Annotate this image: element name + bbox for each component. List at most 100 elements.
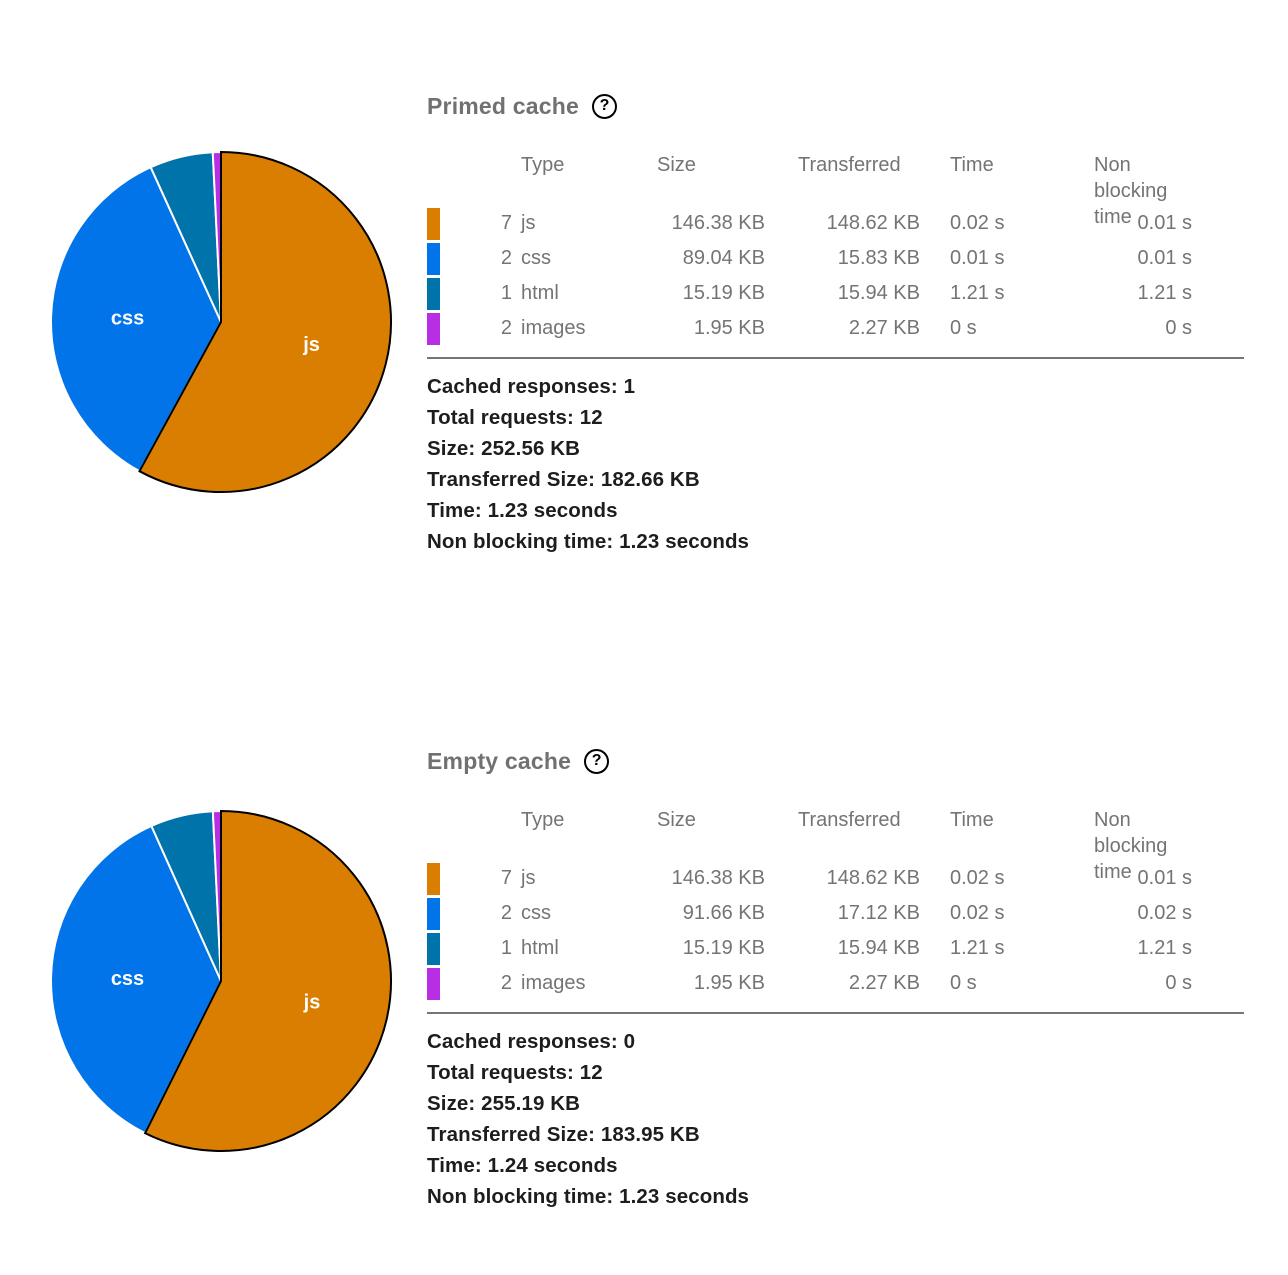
- css-row-swatch-cell: [427, 241, 440, 276]
- request-count: 7: [500, 212, 512, 234]
- summary-line: Total requests: 12: [427, 406, 603, 429]
- images-row-swatch-cell: [427, 311, 440, 346]
- size-value: 146.38 KB: [671, 867, 765, 889]
- js-row-swatch-cell: [427, 206, 440, 241]
- non-blocking-time-value: 0.01 s: [1137, 212, 1192, 234]
- type-label: js: [521, 867, 536, 889]
- type-label: css: [521, 902, 551, 924]
- summary-line: Time: 1.24 seconds: [427, 1154, 618, 1177]
- pie-slice-label: js: [303, 991, 321, 1013]
- divider: [427, 1012, 1244, 1014]
- column-header-non-blocking-time: Non blocking time: [1094, 809, 1168, 883]
- non-blocking-time-value: 0.02 s: [1137, 902, 1192, 924]
- help-icon[interactable]: ?: [591, 93, 617, 119]
- size-value: 15.19 KB: [682, 282, 765, 304]
- empty-cache-section: js css Empty cache ? Type Size Transferre…: [0, 655, 1288, 1275]
- pie-slice-js[interactable]: [143, 809, 392, 1152]
- size-value: 1.95 KB: [693, 972, 765, 994]
- primed-cache-header: Primed cache ?: [427, 91, 617, 121]
- transferred-value: 148.62 KB: [826, 212, 920, 234]
- transferred-value: 148.62 KB: [826, 867, 920, 889]
- transferred-value: 2.27 KB: [848, 972, 920, 994]
- time-value: 0.02 s: [950, 902, 1005, 924]
- summary-line: Cached responses: 0: [427, 1030, 636, 1053]
- requests-by-type-table: Type Size Transferred Time Non blocking …: [427, 149, 1202, 346]
- column-header-swatch: [427, 804, 440, 861]
- css-color-swatch: [427, 898, 440, 930]
- non-blocking-time-value: 1.21 s: [1137, 282, 1192, 304]
- non-blocking-time-value: 0 s: [1165, 317, 1192, 339]
- type-label: images: [521, 972, 586, 994]
- time-value: 0 s: [950, 317, 977, 339]
- images-row-swatch-cell: [427, 966, 440, 1001]
- summary-line: Size: 252.56 KB: [427, 437, 581, 460]
- pie-slice-label: css: [111, 968, 144, 990]
- request-count: 2: [500, 317, 512, 339]
- type-label: html: [521, 937, 559, 959]
- divider: [427, 357, 1244, 359]
- images-color-swatch: [427, 968, 440, 1000]
- css-row-swatch-cell: [427, 896, 440, 931]
- type-label: images: [521, 317, 586, 339]
- request-count: 1: [500, 937, 512, 959]
- summary-line: Total requests: 12: [427, 1061, 603, 1084]
- column-header-type: Type: [521, 809, 565, 831]
- size-value: 91.66 KB: [682, 902, 765, 924]
- time-value: 1.21 s: [950, 937, 1005, 959]
- empty-cache-header: Empty cache ?: [427, 746, 610, 776]
- pie-slice-css[interactable]: [50, 824, 223, 1135]
- column-header-swatch: [427, 149, 440, 206]
- primed-cache-pie-chart: js css: [49, 150, 392, 493]
- column-header-transferred: Transferred: [798, 154, 901, 176]
- transferred-value: 15.94 KB: [837, 937, 920, 959]
- html-row-swatch-cell: [427, 931, 440, 966]
- non-blocking-time-value: 0.01 s: [1137, 247, 1192, 269]
- help-icon[interactable]: ?: [584, 748, 610, 774]
- images-color-swatch: [427, 313, 440, 345]
- html-color-swatch: [427, 933, 440, 965]
- request-count: 7: [500, 867, 512, 889]
- column-header-size: Size: [657, 809, 696, 831]
- requests-by-type-table: Type Size Transferred Time Non blocking …: [427, 804, 1202, 1001]
- column-header-count: [440, 804, 512, 861]
- pie-slice-js[interactable]: [138, 150, 392, 493]
- non-blocking-time-value: 0.01 s: [1137, 867, 1192, 889]
- column-header-non-blocking-time: Non blocking time: [1094, 154, 1168, 228]
- time-value: 0.01 s: [950, 247, 1005, 269]
- totals-summary: Cached responses: 1 Total requests: 12 Siz…: [427, 371, 749, 557]
- summary-line: Transferred Size: 182.66 KB: [427, 468, 700, 491]
- pie-slice-label: css: [111, 308, 144, 330]
- js-row-swatch-cell: [427, 861, 440, 896]
- size-value: 1.95 KB: [693, 317, 765, 339]
- size-value: 89.04 KB: [682, 247, 765, 269]
- transferred-value: 15.94 KB: [837, 282, 920, 304]
- type-label: html: [521, 282, 559, 304]
- section-title: Empty cache: [427, 747, 572, 774]
- type-label: js: [521, 212, 536, 234]
- pie-slice-css[interactable]: [49, 165, 223, 473]
- time-value: 0 s: [950, 972, 977, 994]
- js-color-swatch: [427, 208, 440, 240]
- transferred-value: 2.27 KB: [848, 317, 920, 339]
- time-value: 1.21 s: [950, 282, 1005, 304]
- column-header-transferred: Transferred: [798, 809, 901, 831]
- transferred-value: 15.83 KB: [837, 247, 920, 269]
- summary-line: Non blocking time: 1.23 seconds: [427, 530, 750, 553]
- summary-line: Non blocking time: 1.23 seconds: [427, 1185, 750, 1208]
- column-header-time: Time: [950, 154, 994, 176]
- time-value: 0.02 s: [950, 867, 1005, 889]
- js-color-swatch: [427, 863, 440, 895]
- html-row-swatch-cell: [427, 276, 440, 311]
- summary-line: Time: 1.23 seconds: [427, 499, 618, 522]
- summary-line: Cached responses: 1: [427, 375, 636, 398]
- css-color-swatch: [427, 243, 440, 275]
- column-header-time: Time: [950, 809, 994, 831]
- primed-cache-section: js css Primed cache ? Type Size Transferr…: [0, 0, 1288, 620]
- non-blocking-time-value: 1.21 s: [1137, 937, 1192, 959]
- totals-summary: Cached responses: 0 Total requests: 12 Siz…: [427, 1026, 749, 1212]
- request-count: 2: [500, 972, 512, 994]
- summary-line: Transferred Size: 183.95 KB: [427, 1123, 700, 1146]
- column-header-size: Size: [657, 154, 696, 176]
- column-header-type: Type: [521, 154, 565, 176]
